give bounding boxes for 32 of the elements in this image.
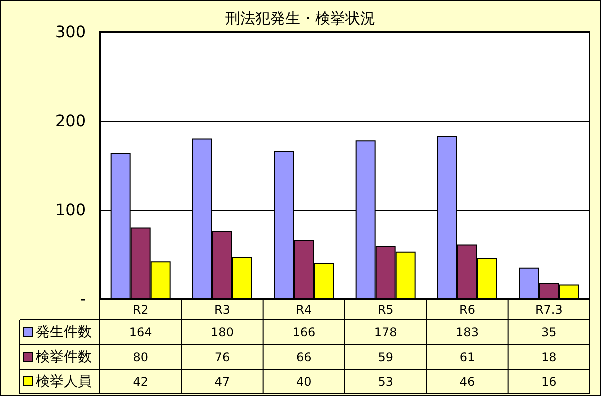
x-tick-label: R3 xyxy=(214,303,230,317)
data-label: 16 xyxy=(542,375,557,389)
x-tick-label: R6 xyxy=(460,303,476,317)
data-label: 35 xyxy=(542,326,557,340)
x-tick-label: R7.3 xyxy=(535,303,563,317)
data-label: 59 xyxy=(378,350,394,364)
y-tick-label: - xyxy=(80,290,86,308)
x-tick-label: R5 xyxy=(378,303,394,317)
data-label: 47 xyxy=(214,375,230,389)
x-tick-label: R4 xyxy=(296,303,312,317)
data-label: 18 xyxy=(542,350,557,364)
data-label: 180 xyxy=(211,326,234,340)
data-label: 76 xyxy=(214,350,230,364)
y-tick-label: 100 xyxy=(55,200,86,220)
legend-label: 検挙件数 xyxy=(36,350,92,366)
chart-title: 刑法犯発生・検挙状況 xyxy=(226,10,376,28)
legend-label: 検挙人員 xyxy=(36,374,92,390)
y-tick-label: 300 xyxy=(55,22,86,42)
data-label: 178 xyxy=(374,326,398,340)
data-label: 80 xyxy=(133,350,148,364)
data-label: 53 xyxy=(378,375,394,389)
data-label: 66 xyxy=(296,350,312,364)
legend-label: 発生件数 xyxy=(36,324,92,340)
data-label: 166 xyxy=(292,326,316,340)
data-label: 40 xyxy=(296,375,312,389)
data-label: 42 xyxy=(133,375,148,389)
data-label: 61 xyxy=(460,350,476,364)
data-label: 183 xyxy=(456,326,479,340)
data-label: 46 xyxy=(460,375,476,389)
data-label: 164 xyxy=(129,326,152,340)
y-tick-label: 200 xyxy=(55,112,86,130)
x-tick-label: R2 xyxy=(132,303,149,317)
